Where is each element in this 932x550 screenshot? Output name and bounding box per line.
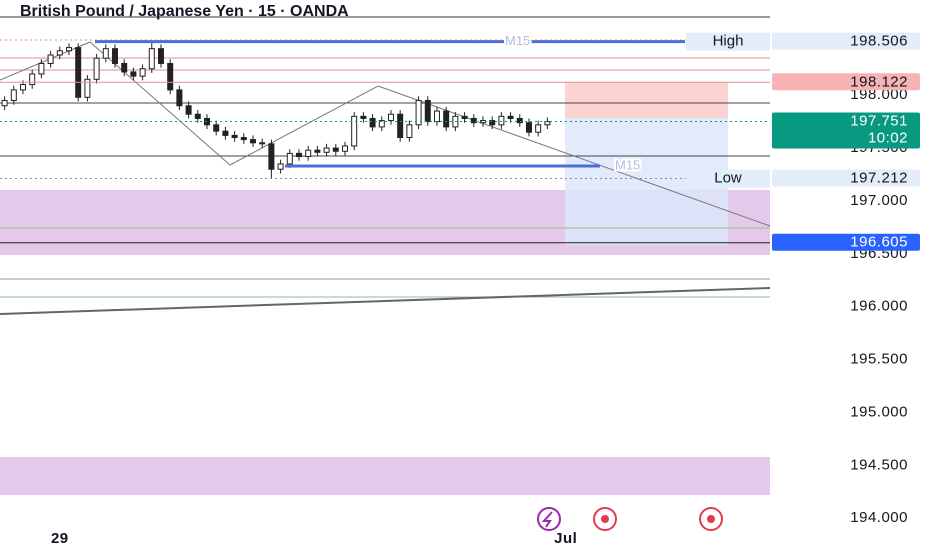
level-label: Low xyxy=(714,170,742,187)
candle-body xyxy=(38,62,45,75)
candle-body xyxy=(332,147,339,152)
candle-body xyxy=(378,120,385,128)
candle-body xyxy=(387,113,394,122)
candle-body xyxy=(544,121,551,126)
candle-body xyxy=(295,152,302,158)
candle-body xyxy=(102,48,109,59)
price-badge xyxy=(772,73,920,91)
trend-line xyxy=(0,287,771,315)
candle-body xyxy=(443,110,450,128)
candle-body xyxy=(433,110,440,123)
price-badge xyxy=(772,112,920,149)
candle-body xyxy=(259,142,266,145)
candle-body xyxy=(121,62,128,73)
icon xyxy=(699,507,723,531)
candle-body xyxy=(470,117,477,124)
price-badge xyxy=(772,169,920,187)
price-axis xyxy=(770,0,932,550)
candle-body xyxy=(341,145,348,152)
icon xyxy=(541,511,553,528)
candle-body xyxy=(351,115,358,147)
level-tag: M15 xyxy=(615,157,640,172)
x-tick-label: 29 xyxy=(51,530,69,547)
candle-body xyxy=(525,122,532,133)
icons xyxy=(537,507,723,531)
level-label: High xyxy=(713,33,744,50)
price-badge-label: 198.506 xyxy=(850,33,908,50)
candle-body xyxy=(498,115,505,126)
icon xyxy=(601,515,609,523)
candle-body xyxy=(277,163,284,170)
y-tick-label: 194.000 xyxy=(850,509,908,526)
candle-body xyxy=(305,149,312,158)
zone xyxy=(0,457,770,495)
candle-body xyxy=(406,124,413,139)
candle-body xyxy=(29,73,36,86)
price-badge xyxy=(772,32,920,50)
candle-body xyxy=(286,152,293,165)
candle-body xyxy=(360,115,367,119)
candle-body xyxy=(65,47,72,52)
candle-body xyxy=(268,143,275,170)
candle-body xyxy=(111,48,118,64)
candle-body xyxy=(1,99,8,107)
candle-body xyxy=(56,50,63,56)
countdown: 10:02 xyxy=(868,129,908,146)
candle-body xyxy=(19,84,26,91)
candle-body xyxy=(240,137,247,141)
candle-body xyxy=(397,113,404,138)
candle-body xyxy=(47,54,54,64)
price-badge-label: 197.212 xyxy=(850,170,908,187)
icon xyxy=(593,507,617,531)
level-tag: M15 xyxy=(505,33,530,48)
price-badge xyxy=(772,233,920,251)
y-tick-label: 195.000 xyxy=(850,403,908,420)
candle-body xyxy=(222,130,229,136)
candle-body xyxy=(424,99,431,123)
candle-body xyxy=(194,113,201,119)
y-tick-label: 194.500 xyxy=(850,456,908,473)
price-badge-label: 196.605 xyxy=(850,234,908,251)
candle-body xyxy=(516,117,523,124)
candle-body xyxy=(75,47,82,98)
x-tick-label: Jul xyxy=(554,530,577,547)
candle-body xyxy=(84,78,91,98)
candle-body xyxy=(461,115,468,119)
icon xyxy=(537,507,561,531)
candle-body xyxy=(314,149,321,153)
candle-body xyxy=(535,124,542,133)
candle-body xyxy=(323,147,330,153)
candle-body xyxy=(93,57,100,80)
candle-body xyxy=(167,62,174,91)
candle-body xyxy=(148,48,155,70)
candle-body xyxy=(369,117,376,128)
candle-body xyxy=(130,71,137,77)
chart-title: British Pound / Japanese Yen · 15 · OAND… xyxy=(20,3,349,20)
candle-body xyxy=(231,134,238,138)
y-tick-label: 195.500 xyxy=(850,351,908,368)
y-tick-label: 196.000 xyxy=(850,298,908,315)
level-label-bg xyxy=(686,169,770,188)
candle-body xyxy=(139,68,146,77)
candle-body xyxy=(10,89,17,101)
candle-body xyxy=(249,139,256,144)
candle-body xyxy=(157,48,164,64)
candle-body xyxy=(213,124,220,132)
candle-body xyxy=(507,115,514,119)
icon xyxy=(707,515,715,523)
candle-body xyxy=(185,105,192,115)
candle-body xyxy=(415,99,422,126)
stop-box xyxy=(565,82,728,118)
level-label-bg xyxy=(686,32,770,51)
price-badge-label: 198.122 xyxy=(850,73,908,90)
candle-body xyxy=(489,120,496,126)
y-tick-label: 198.000 xyxy=(850,86,908,103)
price-badge-label: 197.751 xyxy=(850,112,908,129)
candle-body xyxy=(176,89,183,107)
y-tick-label: 197.000 xyxy=(850,192,908,209)
